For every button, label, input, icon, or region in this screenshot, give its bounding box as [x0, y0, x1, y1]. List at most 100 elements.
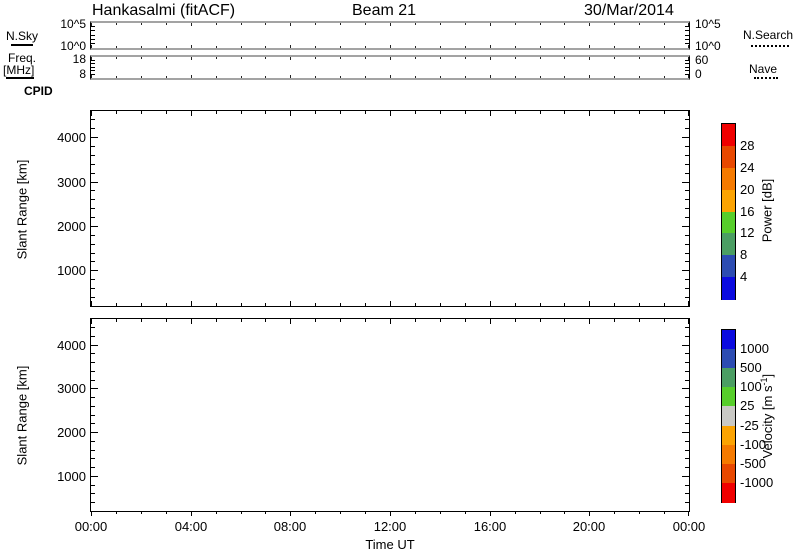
power-y-axis-title: Slant Range [km] [14, 159, 30, 260]
tick [191, 319, 192, 324]
tick [166, 57, 167, 59]
tick [166, 23, 167, 25]
tick [688, 57, 689, 60]
tick [365, 303, 366, 306]
tick [685, 306, 689, 307]
tick [91, 128, 95, 129]
range-tick-label: 1000 [57, 263, 86, 278]
tick [685, 336, 689, 337]
tick [589, 57, 590, 60]
tick [116, 46, 117, 48]
tick [685, 30, 689, 31]
colorbar-segment [722, 255, 735, 278]
tick [639, 23, 640, 25]
colorbar-segment [722, 233, 735, 256]
tick [91, 306, 95, 307]
tick [290, 45, 291, 48]
tick [685, 155, 689, 156]
tick [91, 279, 95, 280]
tick [515, 57, 516, 59]
tick [639, 46, 640, 48]
tick [340, 511, 341, 514]
tick [685, 371, 689, 372]
tick [685, 502, 689, 503]
tick [191, 45, 192, 48]
tick [265, 319, 266, 322]
tick [91, 415, 95, 416]
tick [685, 244, 689, 245]
tick [415, 23, 416, 25]
tick [664, 23, 665, 25]
tick [241, 511, 242, 514]
colorbar-segment [722, 406, 735, 427]
tick [91, 119, 95, 120]
tick [91, 319, 92, 324]
tick [340, 57, 341, 59]
tick [216, 319, 217, 322]
dotted-line-key [751, 45, 789, 47]
tick [415, 46, 416, 48]
tick [166, 511, 167, 514]
tick [365, 46, 366, 48]
tick [465, 303, 466, 306]
range-tick-label: 4000 [57, 338, 86, 353]
tick [91, 301, 92, 306]
tick [265, 303, 266, 306]
velocity-range-time-panel [90, 318, 690, 516]
tick [440, 46, 441, 48]
tick [682, 182, 689, 183]
tick [91, 244, 95, 245]
tick [365, 511, 366, 514]
tick [685, 297, 689, 298]
tick [241, 319, 242, 322]
tick [91, 26, 95, 27]
tick [91, 441, 95, 442]
colorbar-tick-label: 20 [740, 182, 755, 197]
tick [141, 76, 142, 78]
colorbar-segment [722, 330, 735, 350]
tick [682, 388, 689, 389]
tick [91, 60, 95, 61]
tick [685, 253, 689, 254]
colorbar-tick-label: 8 [740, 247, 748, 262]
range-tick-label: 3000 [57, 175, 86, 190]
tick [340, 46, 341, 48]
tick [685, 235, 689, 236]
tick [216, 46, 217, 48]
tick [664, 303, 665, 306]
tick [290, 75, 291, 78]
tick [365, 111, 366, 114]
freq-axis-tick-left-bottom: 8 [79, 67, 86, 81]
tick [685, 128, 689, 129]
tick [91, 137, 98, 138]
power-colorbar-title: Power [dB] [759, 178, 775, 243]
tick [166, 111, 167, 114]
tick [265, 46, 266, 48]
tick [685, 146, 689, 147]
tick [191, 57, 192, 60]
colorbar-tick-label: -100 [740, 437, 767, 452]
tick [465, 57, 466, 59]
tick [685, 63, 689, 64]
tick [216, 23, 217, 25]
tick [639, 76, 640, 78]
tick [91, 380, 95, 381]
tick [685, 164, 689, 165]
tick [191, 511, 192, 516]
tick [116, 511, 117, 514]
tick [614, 46, 615, 48]
tick [91, 67, 95, 68]
tick [685, 199, 689, 200]
tick [91, 388, 98, 389]
tick [265, 111, 266, 114]
colorbar-tick-label: 12 [740, 225, 755, 240]
tick [685, 26, 689, 27]
tick [614, 57, 615, 59]
tick [91, 371, 95, 372]
tick [639, 303, 640, 306]
tick [589, 45, 590, 48]
tick [365, 57, 366, 59]
tick [540, 303, 541, 306]
tick [315, 46, 316, 48]
tick [91, 345, 98, 346]
